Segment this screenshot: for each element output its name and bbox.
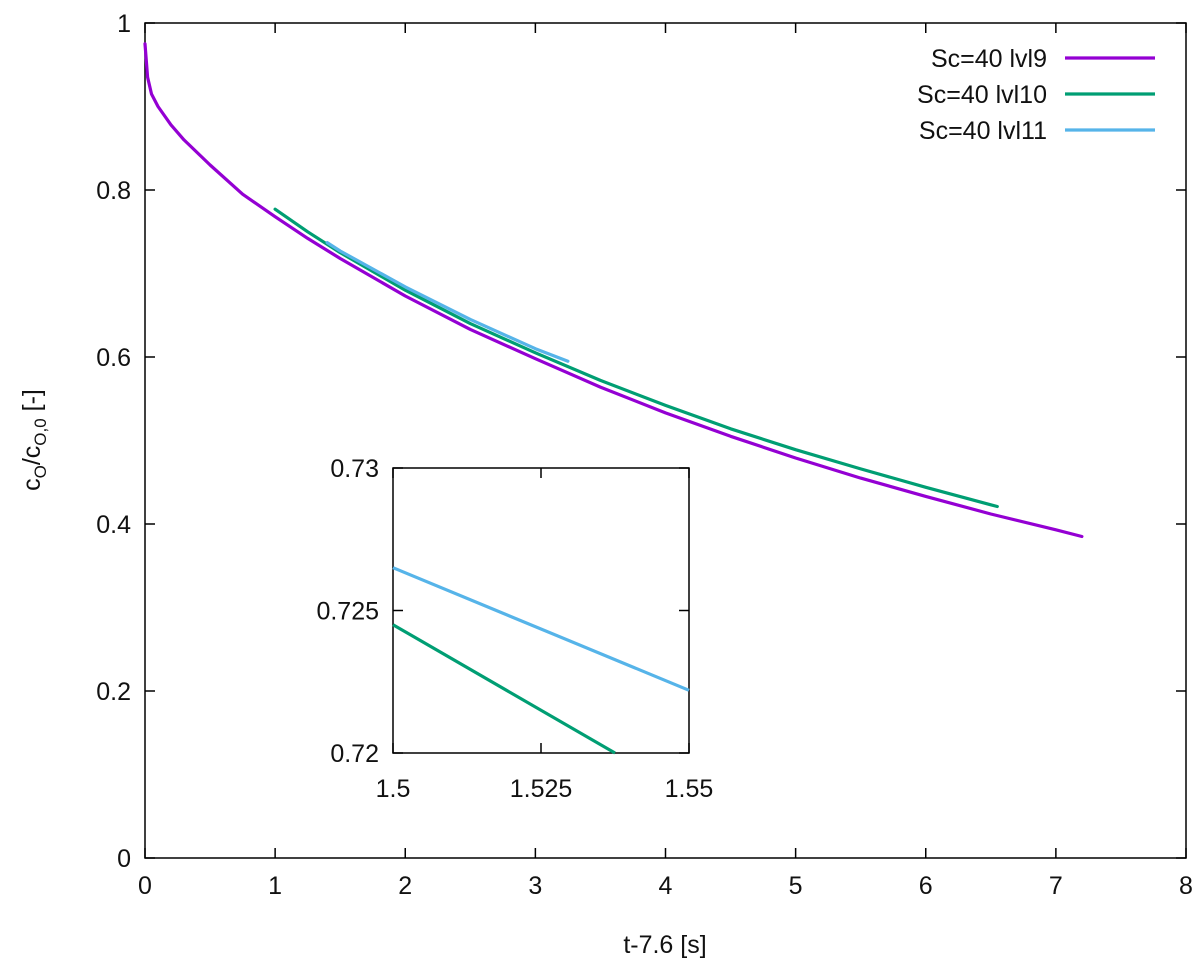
y-tick-label: 0.6 <box>96 344 131 372</box>
x-tick-label: 0 <box>138 872 152 900</box>
y-tick-label: 0.8 <box>96 177 131 205</box>
inset-y-tick-label: 0.725 <box>316 598 379 626</box>
inset-y-tick-label: 0.72 <box>330 740 379 768</box>
y-tick-label: 1 <box>117 10 131 38</box>
x-tick-label: 8 <box>1179 872 1193 900</box>
legend-label-sc-40-lvl10: Sc=40 lvl10 <box>917 81 1047 109</box>
inset-x-tick-label: 1.55 <box>665 775 714 803</box>
legend-label-sc-40-lvl9: Sc=40 lvl9 <box>931 45 1047 73</box>
series-line-sc-40-lvl10 <box>273 207 999 509</box>
series-line-sc-40-lvl9 <box>143 42 1084 539</box>
x-tick-label: 1 <box>268 872 282 900</box>
y-axis-label: cO/cO,0 [-] <box>18 389 50 491</box>
x-tick-label: 2 <box>398 872 412 900</box>
x-tick-label: 4 <box>659 872 673 900</box>
main-plot-area: 0 1 2 3 4 5 6 7 8 0 0.2 0.4 0.6 0.8 1 <box>96 10 1193 900</box>
inset-x-tick-label: 1.525 <box>510 775 573 803</box>
inset-series-line-sc-40-lvl10 <box>392 623 616 755</box>
inset-series-line-sc-40-lvl11 <box>392 566 690 692</box>
x-tick-label: 3 <box>528 872 542 900</box>
x-tick-label: 6 <box>919 872 933 900</box>
x-axis-label: t-7.6 [s] <box>623 931 706 959</box>
inset-y-tick-label: 0.73 <box>330 455 379 483</box>
y-tick-label: 0.2 <box>96 678 131 706</box>
legend-label-sc-40-lvl11: Sc=40 lvl11 <box>919 117 1047 145</box>
x-tick-label: 7 <box>1049 872 1063 900</box>
x-tick-label: 5 <box>789 872 803 900</box>
inset-plot-area: 1.5 1.525 1.55 0.72 0.725 0.73 <box>316 455 713 803</box>
inset-x-tick-label: 1.5 <box>376 775 411 803</box>
series-line-sc-40-lvl11 <box>325 241 570 363</box>
legend: Sc=40 lvl9 Sc=40 lvl10 Sc=40 lvl11 <box>917 45 1155 145</box>
y-tick-label: 0.4 <box>96 511 131 539</box>
y-tick-label: 0 <box>117 845 131 873</box>
